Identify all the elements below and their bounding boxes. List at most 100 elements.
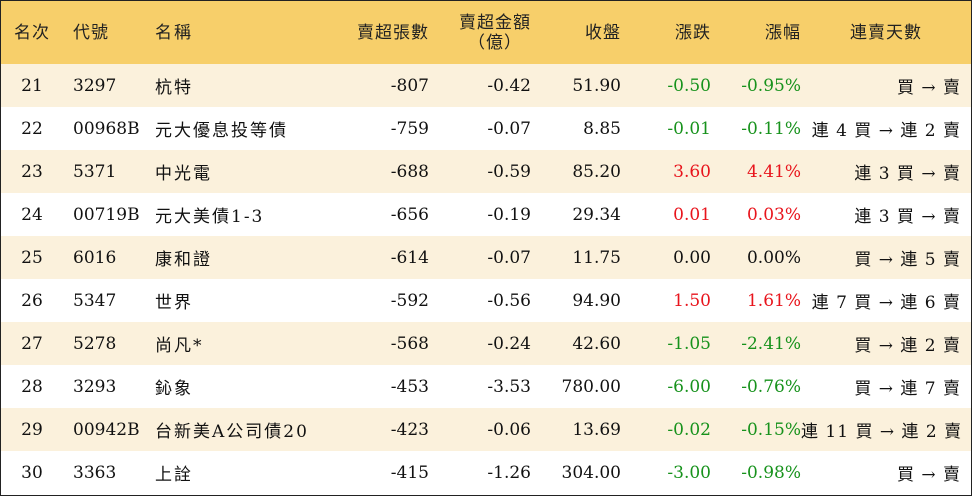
header-net-sell-amount-text: 賣超金額 （億）	[459, 13, 531, 53]
header-code: 代號	[73, 22, 109, 43]
header-close: 收盤	[585, 22, 621, 43]
net-sell-volume-cell: -415	[390, 462, 429, 483]
header-net-sell-volume: 賣超張數	[357, 22, 429, 43]
name-cell: 世界	[155, 293, 193, 313]
net-sell-volume-cell: -656	[390, 204, 429, 225]
net-sell-amount-cell: -0.07	[487, 247, 531, 268]
table-row: 22 00968B 元大優息投等債 -759 -0.07 8.85 -0.01 -0.11% 連…	[1, 107, 971, 150]
table-row: 21 3297 杭特 -807 -0.42 51.90 -0.50 -0.95% 買 → 賣	[1, 64, 971, 107]
net-sell-volume-cell: -453	[390, 376, 429, 397]
net-sell-amount-cell: -0.59	[487, 161, 531, 182]
name-cell: 中光電	[155, 164, 212, 184]
header-name: 名稱	[155, 22, 193, 43]
code-cell: 3363	[73, 462, 117, 483]
streak-cell: 買 → 賣	[896, 78, 961, 98]
rank-cell: 30	[21, 462, 43, 483]
header-streak: 連賣天數	[850, 22, 922, 43]
name-cell: 元大美債1-3	[155, 207, 265, 227]
close-cell: 42.60	[572, 333, 621, 354]
net-sell-volume-cell: -614	[390, 247, 429, 268]
net-sell-amount-cell: -0.56	[487, 290, 531, 311]
code-cell: 5347	[73, 290, 117, 311]
change-cell: -6.00	[667, 376, 711, 397]
name-cell: 上詮	[155, 465, 193, 485]
net-sell-amount-cell: -0.42	[487, 75, 531, 96]
table-row: 29 00942B 台新美A公司債20 -423 -0.06 13.69 -0.02 -0.1…	[1, 408, 971, 451]
header-rank: 名次	[14, 22, 50, 43]
table-row: 27 5278 尚凡* -568 -0.24 42.60 -1.05 -2.41% 買 → 連 …	[1, 322, 971, 365]
net-sell-amount-cell: -1.26	[487, 462, 531, 483]
net-sell-volume-cell: -807	[390, 75, 429, 96]
change-pct-cell: -0.11%	[741, 118, 801, 139]
close-cell: 11.75	[572, 247, 621, 268]
change-pct-cell: -0.76%	[741, 376, 801, 397]
net-sell-volume-cell: -592	[390, 290, 429, 311]
code-cell: 5371	[73, 161, 117, 182]
rank-cell: 22	[21, 118, 43, 139]
header-change-pct: 漲幅	[765, 22, 801, 43]
table-row: 25 6016 康和證 -614 -0.07 11.75 0.00 0.00% 買 → 連 5 …	[1, 236, 971, 279]
name-cell: 元大優息投等債	[155, 121, 288, 141]
header-net-sell-amount: 賣超金額 （億）	[429, 1, 531, 64]
net-sell-volume-cell: -568	[390, 333, 429, 354]
table-row: 24 00719B 元大美債1-3 -656 -0.19 29.34 0.01 0.03% 連 …	[1, 193, 971, 236]
close-cell: 304.00	[561, 462, 621, 483]
net-sell-volume-cell: -423	[390, 419, 429, 440]
table-row: 30 3363 上詮 -415 -1.26 304.00 -3.00 -0.98% 買 → 賣	[1, 451, 971, 494]
close-cell: 51.90	[572, 75, 621, 96]
code-cell: 3293	[73, 376, 117, 397]
change-pct-cell: 0.03%	[746, 204, 801, 225]
table-body: 21 3297 杭特 -807 -0.42 51.90 -0.50 -0.95% 買 → 賣 22…	[1, 64, 971, 494]
name-cell: 鈊象	[155, 379, 193, 399]
net-sell-amount-cell: -3.53	[487, 376, 531, 397]
net-sell-amount-cell: -0.06	[487, 419, 531, 440]
change-cell: -3.00	[667, 462, 711, 483]
header-net-sell-amount-line2: （億）	[468, 32, 522, 53]
close-cell: 780.00	[561, 376, 621, 397]
code-cell: 5278	[73, 333, 117, 354]
close-cell: 85.20	[572, 161, 621, 182]
name-cell: 台新美A公司債20	[155, 422, 309, 442]
streak-cell: 連 3 買 → 賣	[854, 164, 961, 184]
code-cell: 00719B	[73, 204, 140, 225]
header-change: 漲跌	[675, 22, 711, 43]
rank-cell: 28	[21, 376, 43, 397]
close-cell: 29.34	[572, 204, 621, 225]
change-pct-cell: -0.98%	[741, 462, 801, 483]
change-cell: 0.00	[673, 247, 711, 268]
streak-cell: 買 → 賣	[896, 465, 961, 485]
table-row: 23 5371 中光電 -688 -0.59 85.20 3.60 4.41% 連 3 買 → …	[1, 150, 971, 193]
table-row: 26 5347 世界 -592 -0.56 94.90 1.50 1.61% 連 7 買 → 連…	[1, 279, 971, 322]
change-cell: 1.50	[673, 290, 711, 311]
change-cell: -0.02	[667, 419, 711, 440]
streak-cell: 連 11 買 → 連 2 賣	[801, 422, 963, 442]
streak-cell: 連 4 買 → 連 2 賣	[811, 121, 961, 141]
change-pct-cell: 1.61%	[746, 290, 801, 311]
streak-cell: 買 → 連 7 賣	[854, 379, 961, 399]
streak-cell: 買 → 連 5 賣	[854, 250, 961, 270]
change-pct-cell: 4.41%	[746, 161, 801, 182]
rank-cell: 29	[21, 419, 43, 440]
header-row: 名次 代號 名稱 賣超張數 賣超金額 （億） 收盤 漲跌 漲幅 連賣天數	[1, 1, 971, 64]
name-cell: 杭特	[155, 78, 193, 98]
change-cell: -0.01	[667, 118, 711, 139]
change-cell: 0.01	[673, 204, 711, 225]
change-pct-cell: -0.95%	[741, 75, 801, 96]
net-sell-volume-cell: -688	[390, 161, 429, 182]
close-cell: 8.85	[583, 118, 621, 139]
change-pct-cell: -2.41%	[741, 333, 801, 354]
net-sell-volume-cell: -759	[390, 118, 429, 139]
rank-cell: 24	[21, 204, 43, 225]
code-cell: 00942B	[73, 419, 140, 440]
close-cell: 13.69	[572, 419, 621, 440]
streak-cell: 連 7 買 → 連 6 賣	[811, 293, 961, 313]
table-row: 28 3293 鈊象 -453 -3.53 780.00 -6.00 -0.76% 買 → 連 …	[1, 365, 971, 408]
rank-cell: 21	[21, 75, 43, 96]
net-sell-amount-cell: -0.24	[487, 333, 531, 354]
rank-cell: 27	[21, 333, 43, 354]
change-cell: -0.50	[667, 75, 711, 96]
rank-cell: 26	[21, 290, 43, 311]
table-header: 名次 代號 名稱 賣超張數 賣超金額 （億） 收盤 漲跌 漲幅 連賣天數	[1, 1, 971, 64]
streak-cell: 連 3 買 → 賣	[854, 207, 961, 227]
